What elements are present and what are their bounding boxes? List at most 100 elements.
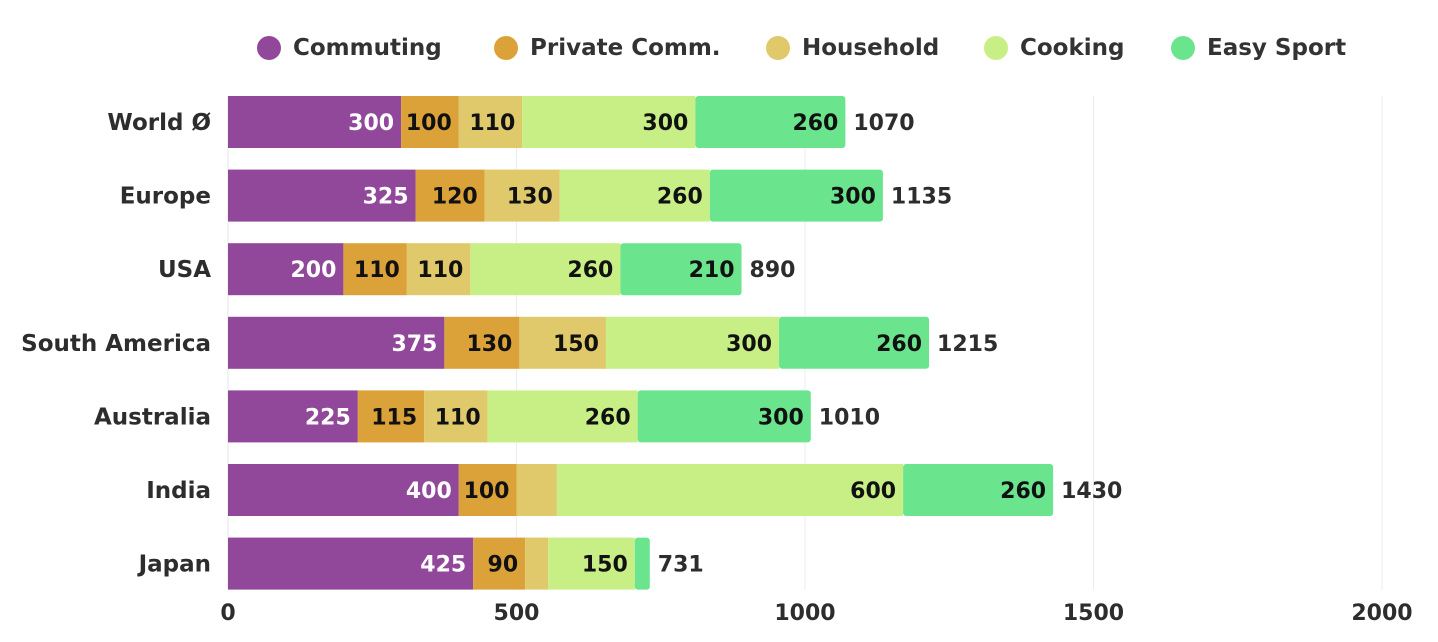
bar-segment [620,243,742,296]
x-tick-label: 1000 [774,601,835,626]
data-label: 110 [469,111,515,136]
bar-segment [522,96,696,148]
total-label: 1070 [853,111,914,136]
category-label: South America [21,331,211,357]
data-label: 150 [582,553,628,578]
legend-swatch [766,36,790,60]
legend-swatch [1171,36,1195,60]
bar-segment [228,464,459,516]
data-label: 325 [363,185,409,210]
bar-segment [228,390,358,443]
bar-segment [637,390,811,443]
bar-segment [559,169,710,222]
bar-segment [458,96,523,148]
bar-segment [695,96,846,148]
x-tick-label: 1500 [1063,601,1124,626]
total-label: 1430 [1061,479,1122,504]
data-label: 110 [435,405,481,430]
legend-label: Household [802,35,940,61]
data-label: 150 [553,332,599,357]
bar-segment [401,96,459,148]
category-label: Australia [94,404,211,430]
x-tick-label: 0 [220,601,235,626]
category-label: USA [158,257,211,283]
legend-label: Easy Sport [1207,35,1347,61]
bar-segment [525,537,549,590]
bar-segment [444,316,520,369]
category-label: India [146,478,211,504]
bar-segment [228,96,402,148]
legend-swatch [257,36,281,60]
data-label: 300 [830,185,876,210]
data-label: 110 [354,258,400,283]
legend-item: Cooking [984,28,1125,68]
bar-segment [228,537,474,590]
data-label: 400 [406,479,452,504]
category-label: Japan [137,552,211,578]
x-tick-label: 500 [494,601,540,626]
data-label: 225 [305,405,351,430]
data-label: 300 [348,111,394,136]
data-label: 425 [420,553,466,578]
bar-segment [605,316,780,369]
legend-swatch [494,36,518,60]
data-label: 120 [432,185,478,210]
data-label: 600 [850,479,896,504]
data-label: 100 [464,479,510,504]
bar-segment [470,243,621,296]
bar-segment [487,390,638,443]
bar-segment [709,169,883,222]
bar-segment [406,243,471,296]
legend-item: Easy Sport [1171,28,1346,68]
bar-segment [779,316,930,369]
bar-segment [415,169,485,222]
legend-item: Private Comm. [494,28,721,68]
data-label: 300 [726,332,772,357]
total-label: 890 [750,258,796,283]
data-label: 210 [689,258,735,283]
legend-item: Commuting [257,28,442,68]
data-label: 130 [507,185,553,210]
bar-segment [519,316,606,369]
total-label: 1215 [937,332,998,357]
bar-segment [228,243,344,296]
bar-segment [458,464,517,516]
total-label: 731 [658,553,704,578]
legend-item: Household [766,28,939,68]
total-label: 1135 [891,185,952,210]
category-label: World Ø [107,110,211,136]
data-label: 90 [488,553,519,578]
data-label: 375 [391,332,437,357]
x-tick-label: 2000 [1351,601,1412,626]
data-label: 300 [642,111,688,136]
bar-segment [228,316,445,369]
legend-swatch [984,36,1008,60]
data-label: 300 [758,405,804,430]
category-label: Europe [120,184,211,210]
bar-segment [343,243,407,296]
bar-segment [634,537,650,590]
legend-label: Private Comm. [530,35,721,61]
data-label: 260 [1000,479,1046,504]
data-label: 260 [657,185,703,210]
bar-segment [473,537,526,590]
data-label: 130 [466,332,512,357]
bar-segment [556,464,904,516]
legend-label: Cooking [1020,35,1125,61]
bar-segment [484,169,560,222]
legend-label: Commuting [293,35,442,61]
bar-segment [228,169,416,222]
data-label: 200 [290,258,336,283]
bar-segment [903,464,1054,516]
bar-segment [424,390,488,443]
data-label: 260 [792,111,838,136]
bar-segment [357,390,425,443]
data-label: 110 [417,258,463,283]
bar-segment [548,537,635,590]
data-label: 100 [406,111,452,136]
total-label: 1010 [819,405,880,430]
bar-segment [516,464,557,516]
data-label: 260 [585,405,631,430]
